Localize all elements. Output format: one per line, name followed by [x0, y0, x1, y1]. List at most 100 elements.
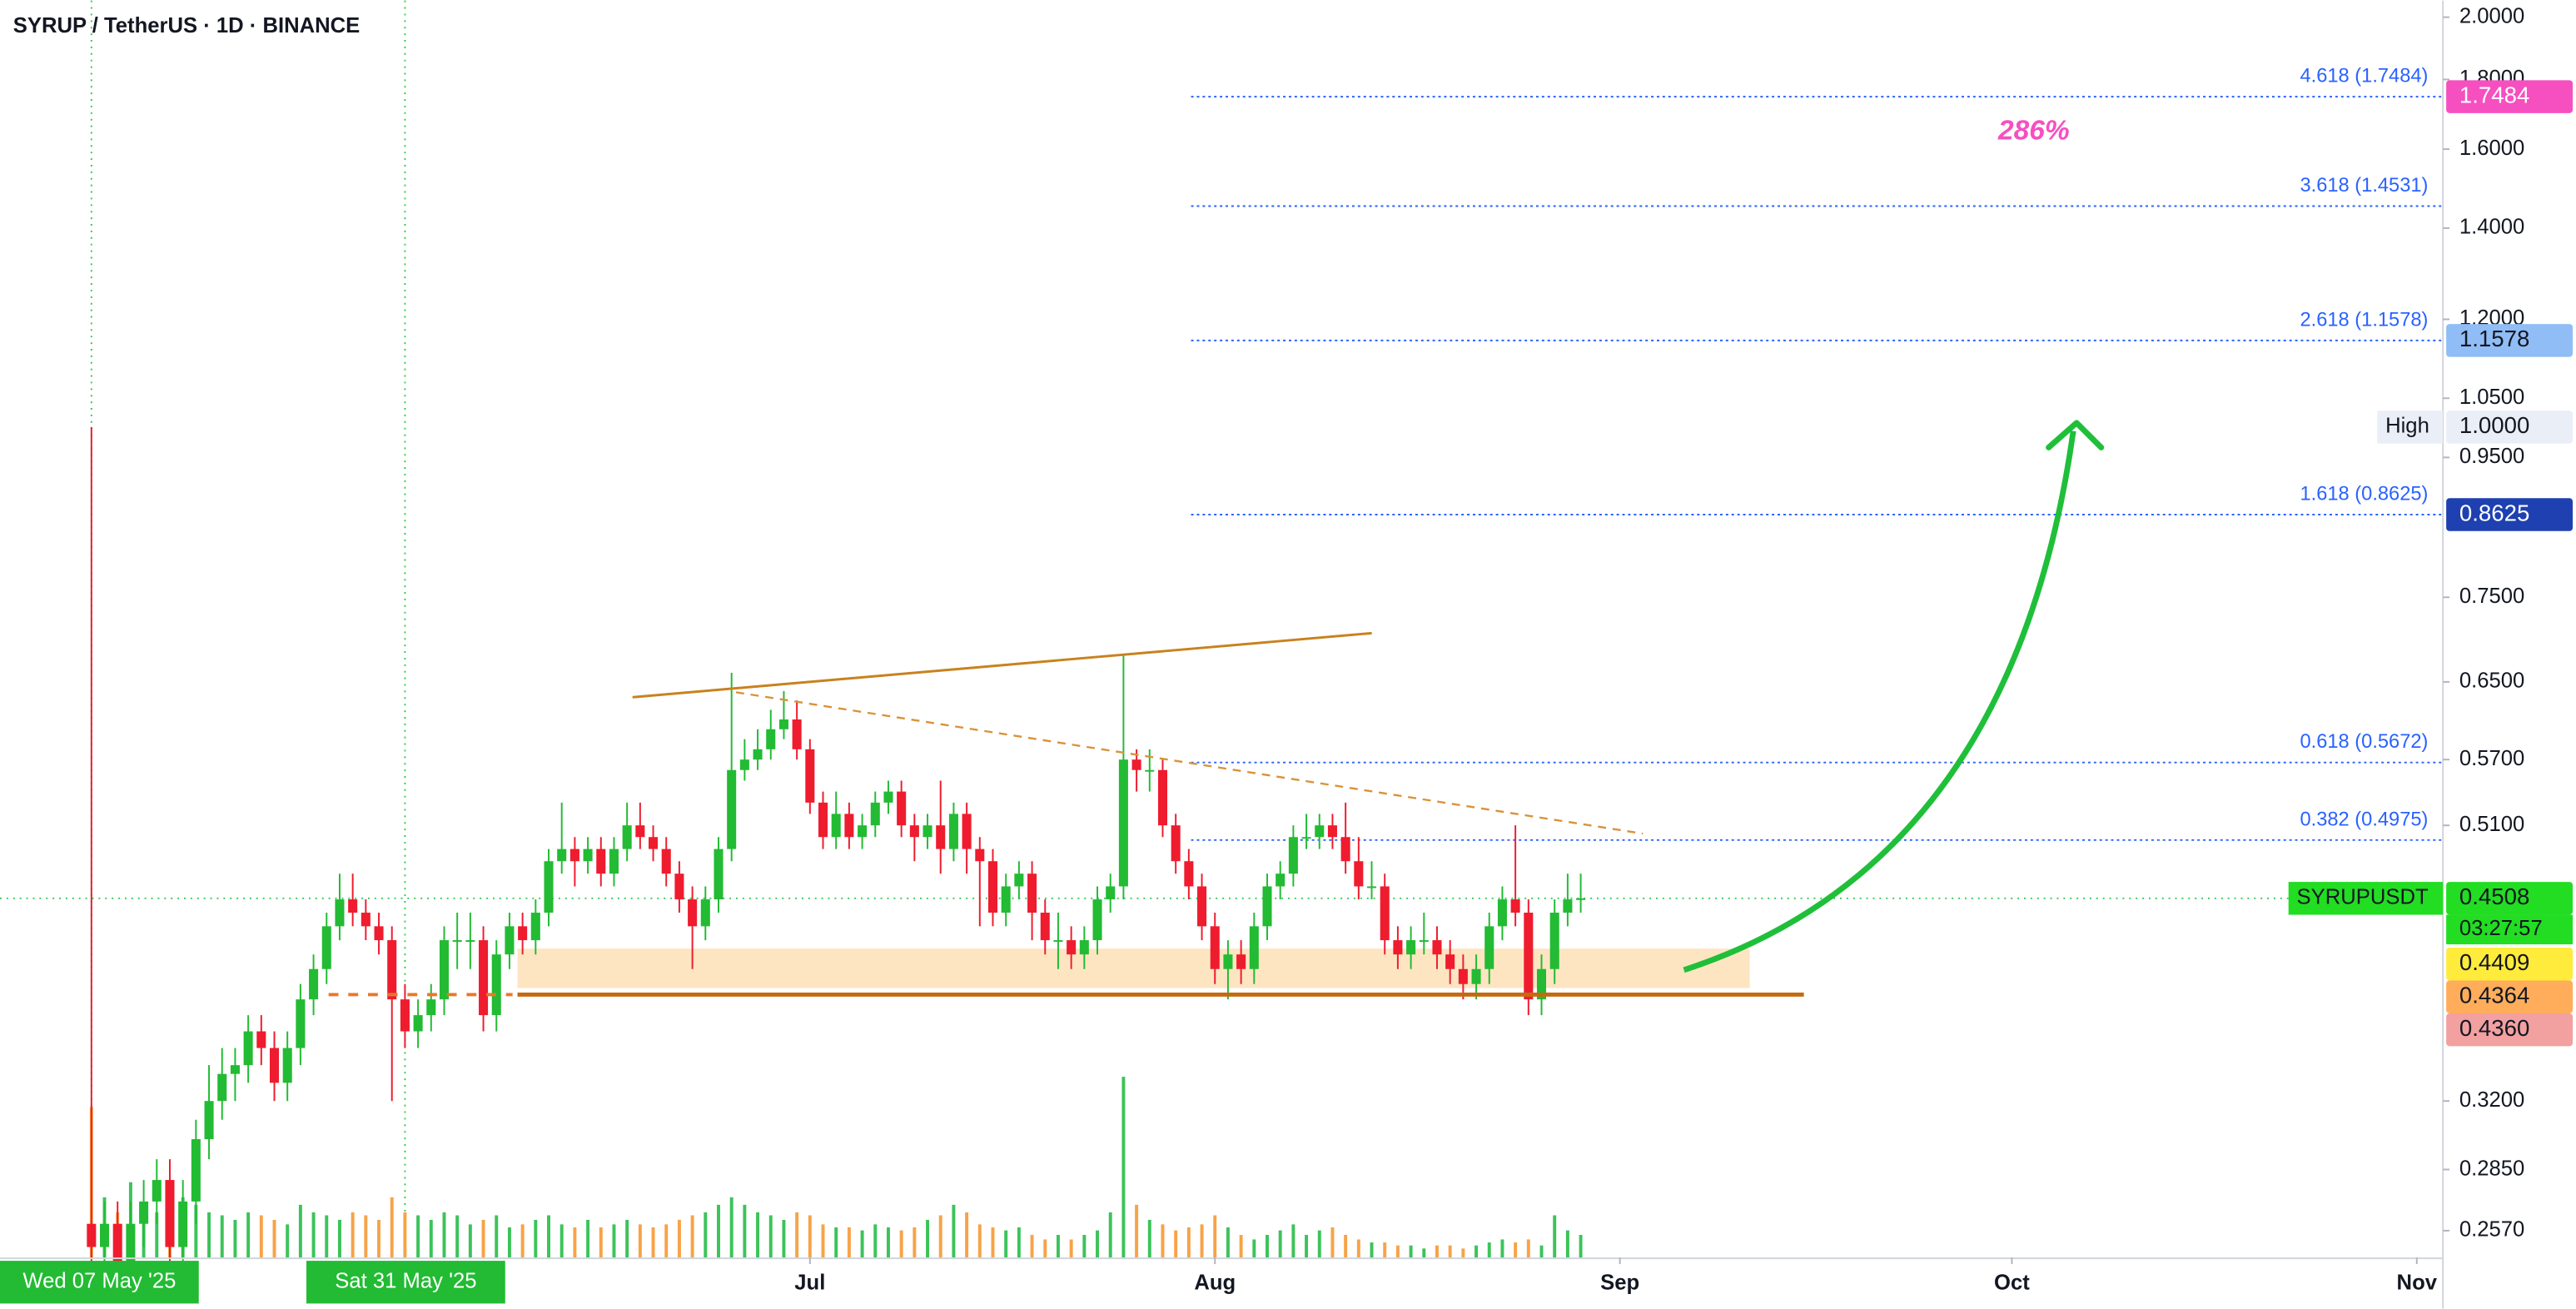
volume-bar: [1317, 1230, 1321, 1258]
price-tag-name: High: [2385, 415, 2429, 438]
volume-bar: [847, 1227, 851, 1258]
volume-bar: [1448, 1245, 1452, 1258]
volume-bar: [194, 1204, 198, 1258]
volume-bar: [455, 1215, 460, 1258]
volume-bar: [1121, 1077, 1126, 1258]
candle-body: [518, 926, 528, 941]
candle-body: [1236, 954, 1246, 969]
volume-bar: [690, 1215, 694, 1258]
volume-bar: [599, 1227, 603, 1258]
volume-bar: [756, 1212, 760, 1258]
candle-body: [1249, 926, 1259, 969]
volume-bar: [952, 1204, 956, 1258]
candle-body: [439, 940, 450, 1000]
candle-body: [1524, 913, 1534, 1000]
candle-body: [1288, 837, 1298, 874]
candle-body: [818, 802, 828, 838]
candle-body: [217, 1073, 227, 1102]
volume-bar: [403, 1212, 407, 1258]
price-tag-label: 0.8625: [2459, 500, 2529, 525]
volume-bar: [638, 1224, 642, 1258]
candle-body: [1027, 873, 1037, 913]
volume-bar: [991, 1227, 995, 1258]
x-tick-label: Aug: [1194, 1272, 1236, 1295]
volume-bar: [743, 1204, 747, 1258]
volume-bar: [1395, 1245, 1400, 1258]
volume-bar: [1252, 1239, 1256, 1258]
volume-bar: [1579, 1235, 1583, 1258]
candle-body: [700, 899, 710, 927]
volume-bar: [926, 1219, 930, 1258]
volume-bar: [1147, 1219, 1151, 1258]
volume-bar: [1305, 1235, 1309, 1258]
volume-bar: [1291, 1224, 1295, 1258]
y-tick-label: 1.4000: [2459, 216, 2524, 239]
candle-body: [374, 926, 384, 941]
volume-bar: [1383, 1242, 1387, 1258]
y-tick-label: 0.5700: [2459, 747, 2524, 770]
candle-body: [544, 861, 554, 913]
price-tag-box: [2446, 411, 2574, 444]
y-tick-label: 0.7500: [2459, 585, 2524, 608]
volume-bar: [429, 1219, 433, 1258]
volume-bar: [534, 1219, 538, 1258]
candle-body: [387, 940, 397, 1000]
candle-body: [1184, 861, 1194, 887]
candle-body: [361, 913, 370, 927]
volume-bar: [1278, 1230, 1282, 1258]
volume-bar: [325, 1215, 329, 1258]
candle-body: [1367, 886, 1377, 888]
date-highlight-label: Wed 07 May '25: [22, 1270, 176, 1293]
price-tag-box: [2446, 980, 2574, 1013]
candle-body: [909, 825, 919, 838]
candle-body: [165, 1180, 175, 1247]
candle-body: [296, 999, 306, 1048]
volume-bar: [1135, 1204, 1139, 1258]
volume-bar: [442, 1212, 446, 1258]
candle-body: [1197, 886, 1207, 927]
fib-level-label: 4.618 (1.7484): [2300, 66, 2429, 87]
volume-bar: [233, 1219, 237, 1258]
volume-bar: [1200, 1224, 1204, 1258]
volume-bar: [1213, 1215, 1217, 1258]
candle-body: [1445, 954, 1455, 969]
volume-bar: [468, 1224, 472, 1258]
candle-body: [1458, 968, 1468, 984]
candle-body: [479, 940, 489, 1016]
price-tag-label: 1.0000: [2459, 412, 2529, 438]
fib-level-label: 0.618 (0.5672): [2300, 731, 2429, 753]
candle-body: [649, 837, 659, 849]
y-tick-label: 1.6000: [2459, 137, 2524, 160]
candle-body: [805, 749, 815, 803]
candle-body: [178, 1201, 188, 1247]
axis-panel: [2443, 0, 2576, 1309]
volume-bar: [795, 1212, 799, 1258]
volume-bar: [1356, 1239, 1360, 1258]
candle-body: [1576, 898, 1586, 900]
y-tick-label: 0.6500: [2459, 669, 2524, 693]
drawings-back: 4.618 (1.7484) 3.618 (1.4531) 2.618 (1.157…: [0, 0, 2444, 1258]
candle-body: [1563, 899, 1573, 913]
volume-bar: [808, 1215, 812, 1258]
candle-body: [1419, 940, 1429, 943]
candle-body: [883, 791, 893, 803]
volume-bar: [625, 1219, 629, 1258]
candle-body: [1262, 886, 1272, 927]
candle-body: [269, 1048, 280, 1083]
volume-bar: [286, 1224, 290, 1258]
y-tick-label: 2.0000: [2459, 4, 2524, 27]
volume-bar: [1539, 1245, 1544, 1258]
candle-body: [413, 1015, 423, 1032]
drawings-front: 286%: [328, 115, 2105, 997]
volume-bar: [1500, 1239, 1504, 1258]
fib-level-label: 2.618 (1.1578): [2300, 309, 2429, 331]
candle-body: [635, 825, 645, 838]
y-tick-label: 0.5100: [2459, 813, 2524, 836]
candle-body: [1510, 899, 1520, 913]
volume-bar: [1487, 1242, 1491, 1258]
volume-bar: [1226, 1227, 1230, 1258]
candle-body: [858, 825, 868, 838]
volume-bar: [1082, 1235, 1087, 1258]
candle-body: [1301, 837, 1311, 839]
